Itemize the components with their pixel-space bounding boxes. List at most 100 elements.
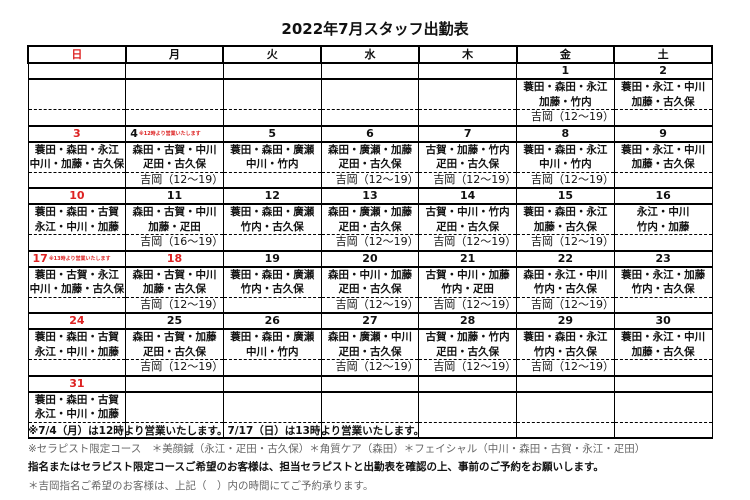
staff-row: 中川・加藤・古久保 加藤・古久保 竹内・古久保 疋田・古久保 竹内・疋田 竹内・古久保 竹内… xyxy=(27,282,713,298)
staff-names xyxy=(222,407,322,423)
page-title: 2022年7月スタッフ出勤表 xyxy=(281,20,469,38)
day-number: 10 xyxy=(69,189,85,202)
staff-names: 竹内・古久保 xyxy=(516,282,615,298)
hours-note: ※12時より営業いたします xyxy=(138,130,201,137)
day-date-cell: 6 xyxy=(320,124,420,143)
day-number: 20 xyxy=(362,251,378,265)
staff-names: 加藤・竹内 xyxy=(516,94,615,110)
staff-names: 加藤・古久保 xyxy=(613,344,713,360)
staff-names: 蓑田・森田・古賀 xyxy=(27,329,127,345)
schedule-table: 日月火水木金土 1 2 蓑田・森田・永江 蓑田・永江・中川 加藤・竹内 加藤・古久保 吉岡（1… xyxy=(27,45,713,439)
staff-names: 森田・永江・中川 xyxy=(516,266,615,282)
staff-names: 疋田・古久保 xyxy=(125,344,224,360)
yoshioka-hours: 吉岡（12～19） xyxy=(320,172,420,189)
day-date-cell: 31 xyxy=(27,374,127,393)
yoshioka-hours xyxy=(613,359,713,377)
yoshioka-row: 吉岡（12～19） 吉岡（12～19） 吉岡（12～19） 吉岡（12～19） xyxy=(27,172,713,189)
day-date-cell xyxy=(516,374,615,393)
yoshioka-hours xyxy=(320,109,420,127)
day-number: 2 xyxy=(659,64,667,77)
day-number: 7 xyxy=(463,126,472,140)
day-date-cell xyxy=(125,62,224,80)
day-number: 12 xyxy=(264,189,280,202)
staff-names xyxy=(320,79,420,95)
yoshioka-hours: 吉岡（12～19） xyxy=(125,297,224,314)
staff-names: 永江・中川・加藤 xyxy=(27,344,127,360)
staff-names xyxy=(320,94,420,110)
day-date-cell: 16 xyxy=(613,187,713,205)
day-number: 31 xyxy=(69,376,85,390)
staff-names xyxy=(125,407,224,423)
staff-row: 中川・加藤・古久保 疋田・古久保 中川・竹内 疋田・古久保 疋田・古久保 中川・竹内 加藤・… xyxy=(27,157,713,173)
day-number: 4 xyxy=(130,126,138,140)
day-date-cell: 22 xyxy=(516,249,615,268)
day-date-cell xyxy=(418,374,518,393)
yoshioka-hours: 吉岡（12～19） xyxy=(516,359,615,377)
staff-names: 蓑田・古賀・永江 xyxy=(27,266,127,282)
day-number: 27 xyxy=(362,314,378,327)
staff-names xyxy=(222,94,322,110)
date-row: 31 xyxy=(27,374,713,393)
day-date-cell xyxy=(222,62,322,80)
day-number: 13 xyxy=(362,189,378,202)
weekday-header-row: 日月火水木金土 xyxy=(27,45,713,64)
staff-row: 蓑田・古賀・永江 森田・古賀・中川 蓑田・森田・廣瀬 森田・中川・加藤 古賀・中川・加藤… xyxy=(27,266,713,282)
yoshioka-row: 吉岡（16～19） 吉岡（12～19） 吉岡（12～19） 吉岡（12～19） xyxy=(27,234,713,252)
day-date-cell: 30 xyxy=(613,312,713,330)
staff-names: 永江・中川・加藤 xyxy=(27,219,127,235)
staff-names: 蓑田・永江・中川 xyxy=(613,79,713,95)
day-date-cell: 11 xyxy=(125,187,224,205)
staff-names xyxy=(125,391,224,407)
day-number: 21 xyxy=(460,251,476,265)
day-number: 18 xyxy=(166,251,183,265)
staff-names: 蓑田・森田・廣瀬 xyxy=(222,141,322,157)
yoshioka-hours: 吉岡（12～19） xyxy=(418,234,518,252)
staff-names: 蓑田・森田・永江 xyxy=(516,141,615,157)
yoshioka-hours xyxy=(27,109,127,127)
staff-names: 森田・古賀・加藤 xyxy=(125,329,224,345)
day-date-cell: 18 xyxy=(125,249,224,268)
weekday-header: 土 xyxy=(613,45,713,64)
staff-names: 古賀・中川・竹内 xyxy=(418,204,518,220)
staff-names xyxy=(418,94,518,110)
staff-row: 蓑田・森田・古賀 xyxy=(27,391,713,407)
yoshioka-hours: 吉岡（12～19） xyxy=(418,359,518,377)
weekday-header: 金 xyxy=(515,45,616,64)
staff-names xyxy=(320,407,420,423)
yoshioka-hours: 吉岡（12～19） xyxy=(320,234,420,252)
staff-names xyxy=(613,391,713,407)
staff-names: 蓑田・森田・廣瀬 xyxy=(222,266,322,282)
day-date-cell xyxy=(613,374,713,393)
yoshioka-hours xyxy=(613,234,713,252)
day-date-cell: 14 xyxy=(418,187,518,205)
day-date-cell: 25 xyxy=(125,312,224,330)
day-number: 23 xyxy=(655,251,671,265)
day-date-cell xyxy=(125,374,224,393)
staff-names: 蓑田・永江・中川 xyxy=(613,329,713,345)
footer-hours-note: ※7/4（月）は12時より営業いたします。7/17（日）は13時より営業いたしま… xyxy=(28,425,425,437)
yoshioka-hours xyxy=(27,359,127,377)
day-date-cell: 27 xyxy=(320,312,420,330)
staff-names xyxy=(418,407,518,423)
staff-names: 森田・廣瀬・加藤 xyxy=(320,141,420,157)
day-date-cell: 23 xyxy=(613,249,713,268)
yoshioka-hours xyxy=(222,172,322,189)
day-date-cell: 29 xyxy=(516,312,615,330)
day-date-cell xyxy=(222,374,322,393)
staff-row: 蓑田・森田・永江 蓑田・永江・中川 xyxy=(27,79,713,95)
day-date-cell: 26 xyxy=(222,312,322,330)
day-number: 16 xyxy=(655,189,671,202)
yoshioka-hours: 吉岡（12～19） xyxy=(516,109,615,127)
day-date-cell: 4※12時より営業いたします xyxy=(125,124,224,143)
staff-names: 蓑田・森田・永江 xyxy=(516,79,615,95)
staff-names xyxy=(320,391,420,407)
day-date-cell: 17※13時より営業いたします xyxy=(27,249,127,268)
day-date-cell xyxy=(418,62,518,80)
staff-names: 中川・竹内 xyxy=(516,157,615,173)
staff-names xyxy=(27,79,127,95)
staff-names: 永江・中川 xyxy=(613,204,713,220)
day-date-cell: 3 xyxy=(27,124,127,143)
yoshioka-hours xyxy=(418,422,518,439)
yoshioka-hours xyxy=(125,109,224,127)
